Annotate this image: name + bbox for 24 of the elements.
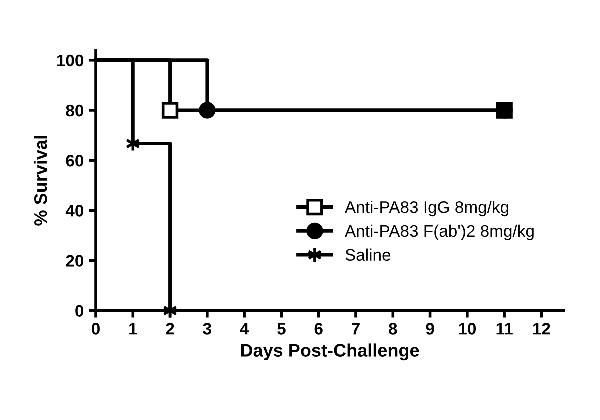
x-tick-label: 10 (459, 323, 476, 335)
legend-label: Anti-PA83 F(ab')2 8mg/kg (345, 224, 534, 240)
y-axis-title: % Survival (34, 136, 48, 226)
y-tick-label: 100 (57, 54, 84, 67)
x-tick-label: 9 (426, 323, 434, 335)
y-tick-label: 80 (66, 104, 84, 117)
x-tick-label: 8 (389, 323, 398, 335)
legend-label: Anti-PA83 IgG 8mg/kg (345, 201, 508, 217)
x-tick-label: 12 (533, 323, 550, 335)
x-tick-label: 7 (352, 323, 360, 335)
x-tick-label: 1 (130, 323, 138, 335)
y-tick-label: 0 (76, 305, 84, 318)
x-tick-label: 2 (166, 323, 174, 335)
y-tick-label: 60 (66, 154, 84, 167)
x-tick-label: 3 (203, 323, 212, 335)
x-tick-label: 6 (314, 323, 323, 335)
x-tick-label: 5 (278, 323, 286, 335)
y-tick-label: 20 (66, 255, 84, 267)
x-axis-title: Days Post-Challenge (241, 344, 420, 361)
x-tick-label: 4 (240, 323, 250, 335)
x-tick-label: 0 (92, 323, 100, 335)
x-tick-label: 11 (496, 323, 513, 335)
y-tick-label: 40 (66, 205, 84, 217)
legend-label: Saline (346, 248, 391, 262)
